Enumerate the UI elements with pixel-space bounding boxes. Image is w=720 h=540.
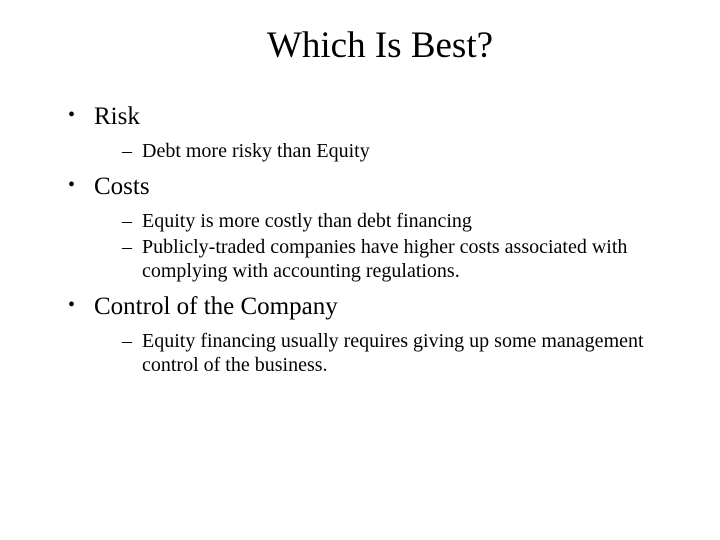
sub-list: Debt more risky than Equity [122, 139, 670, 163]
sub-list-item: Equity financing usually requires giving… [122, 329, 670, 377]
list-item-label: Control of the Company [94, 293, 338, 320]
sub-list-item: Equity is more costly than debt financin… [122, 209, 670, 233]
slide-title: Which Is Best? [50, 24, 670, 67]
list-item: Risk Debt more risky than Equity [68, 103, 670, 163]
list-item: Control of the Company Equity financing … [68, 293, 670, 377]
bullet-list: Risk Debt more risky than Equity Costs E… [68, 103, 670, 377]
list-item-label: Risk [94, 103, 140, 130]
sub-list: Equity financing usually requires giving… [122, 329, 670, 377]
sub-list-item: Publicly-traded companies have higher co… [122, 235, 670, 283]
list-item: Costs Equity is more costly than debt fi… [68, 173, 670, 283]
list-item-label: Costs [94, 173, 150, 200]
sub-list-item: Debt more risky than Equity [122, 139, 670, 163]
sub-list: Equity is more costly than debt financin… [122, 209, 670, 283]
